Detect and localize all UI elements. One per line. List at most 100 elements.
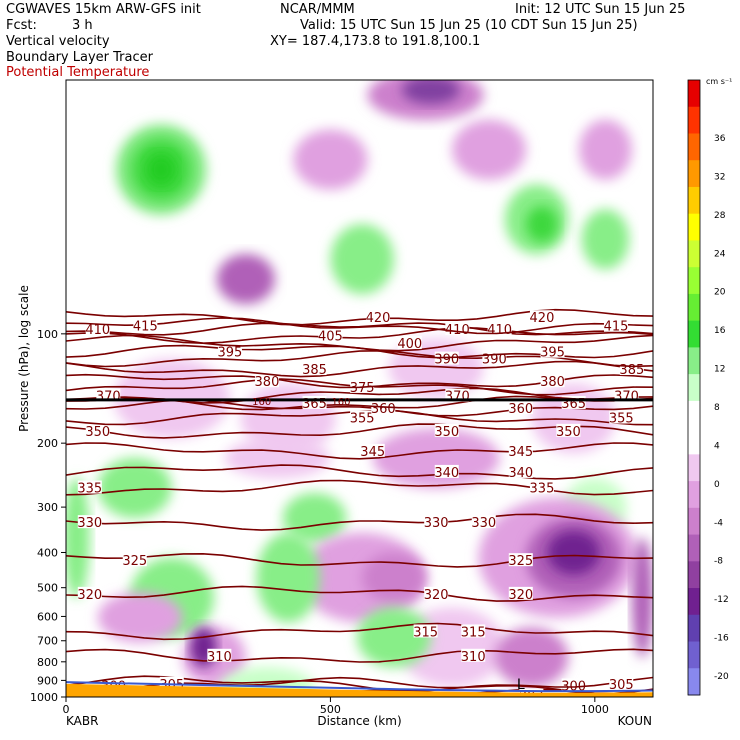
potential-temperature-contours: 2973003003053053103103153153203203203253… [66,308,653,697]
model-title: CGWAVES 15km ARW-GFS init [6,2,201,17]
theta-label: 355 [609,412,634,427]
theta-label: 390 [482,353,507,368]
velocity-blob [216,254,275,305]
colorbar-tick-label: 12 [714,365,725,375]
theta-contour-335 [66,479,653,496]
theta-label: 410 [85,323,110,338]
valid-time: Valid: 15 UTC Sun 15 Jun 25 (10 CDT Sun … [300,18,638,33]
velocity-blob [526,206,558,243]
velocity-blob [494,627,569,688]
colorbar-segment [688,668,700,696]
velocity-blob [330,224,394,295]
theta-label-bg [508,400,533,414]
theta-label: 370 [445,390,470,405]
colorbar-segment [688,561,700,589]
theta-contour-400 [66,334,653,352]
colorbar-segment [688,213,700,241]
velocity-blob [578,119,632,180]
fcst-label: Fcst: [6,18,37,33]
theta-label: 325 [508,554,533,569]
theta-label-bg [254,374,279,388]
theta-label-bg [609,410,634,424]
colorbar-segment [688,507,700,536]
theta-label: 380 [255,375,280,390]
theta-label-bg [508,586,533,600]
colorbar-tick-label: -4 [714,518,723,528]
theta-label: 380 [540,375,565,390]
colorbar-tick-label: 32 [714,172,725,182]
theta-label: 320 [77,588,102,603]
theta-label-bg [350,410,375,424]
theta-label-bg [77,480,102,494]
init-time: Init: 12 UTC Sun 15 Jun 25 [515,2,686,17]
colorbar-tick-label: 24 [714,249,726,259]
colorbar-segment [688,641,700,669]
theta-label-bg [217,344,242,358]
theta-label: 310 [461,650,486,665]
theta-label: 305 [609,678,634,693]
theta-label-bg [424,586,449,600]
theta-contour-420 [66,308,653,326]
tropopause-label: 160 [331,397,350,408]
colorbar-segment [688,80,700,108]
velocity-blob [97,592,183,643]
colorbar-segment [688,588,700,616]
x-endpoint-left: KABR [66,714,98,728]
colorbar-units: cm s⁻¹ [706,77,732,86]
colorbar-tick-label: 20 [714,288,726,298]
theta-contour-385 [66,360,653,378]
theta-contour-315 [66,622,653,641]
field-vertical-velocity: Vertical velocity [6,34,110,49]
xy-coordinates: XY= 187.4,173.8 to 191.8,100.1 [270,34,481,49]
theta-label: 385 [302,363,327,378]
field-boundary-layer-tracer: Boundary Layer Tracer [6,50,153,65]
theta-contour-340 [66,464,653,480]
colorbar-tick-label: 28 [714,211,726,221]
theta-label: 325 [122,554,147,569]
y-tick-label: 100 [37,328,58,341]
theta-label-bg [424,515,449,529]
theta-label-bg [397,336,422,350]
colorbar-segment [688,293,700,322]
x-tick-label: 0 [63,703,70,716]
theta-label-bg [133,318,158,332]
theta-label: 320 [424,588,449,603]
colorbar-tick-label: 4 [714,441,720,451]
field-potential-temperature: Potential Temperature [6,65,150,80]
colorbar-frame [687,79,701,696]
x-axis-label: Distance (km) [317,714,401,728]
colorbar-segment [688,347,700,375]
theta-label-bg [413,624,438,638]
theta-label: 415 [133,320,158,335]
low-marker: L [517,677,525,693]
velocity-blob [293,129,368,190]
theta-label-bg [508,553,533,567]
org-label: NCAR/MMM [280,2,355,17]
theta-label: 320 [508,588,533,603]
theta-label-bg [85,322,110,336]
theta-label: 340 [434,466,459,481]
colorbar-tick-label: 16 [714,326,726,336]
theta-label: 370 [614,390,639,405]
theta-label: 360 [508,402,533,417]
theta-label: 315 [461,625,486,640]
theta-label-bg [603,318,628,332]
theta-contour-325 [66,552,653,568]
velocity-blob [97,458,172,519]
theta-label: 315 [413,625,438,640]
tropopause-label: 160 [252,397,271,408]
theta-label-bg [540,344,565,358]
theta-label-bg [471,515,496,529]
velocity-blob [547,530,601,575]
colorbar-segment [688,400,700,429]
y-tick-label: 700 [37,635,58,648]
boundary-layer-line [66,681,653,693]
x-tick-label: 1000 [581,703,609,716]
colorbar-segment [688,133,700,161]
colorbar-segment [688,267,700,295]
theta-label: 335 [77,482,102,497]
theta-label: 350 [556,425,581,440]
colorbar-segment [688,427,700,455]
theta-label-bg [609,676,634,690]
